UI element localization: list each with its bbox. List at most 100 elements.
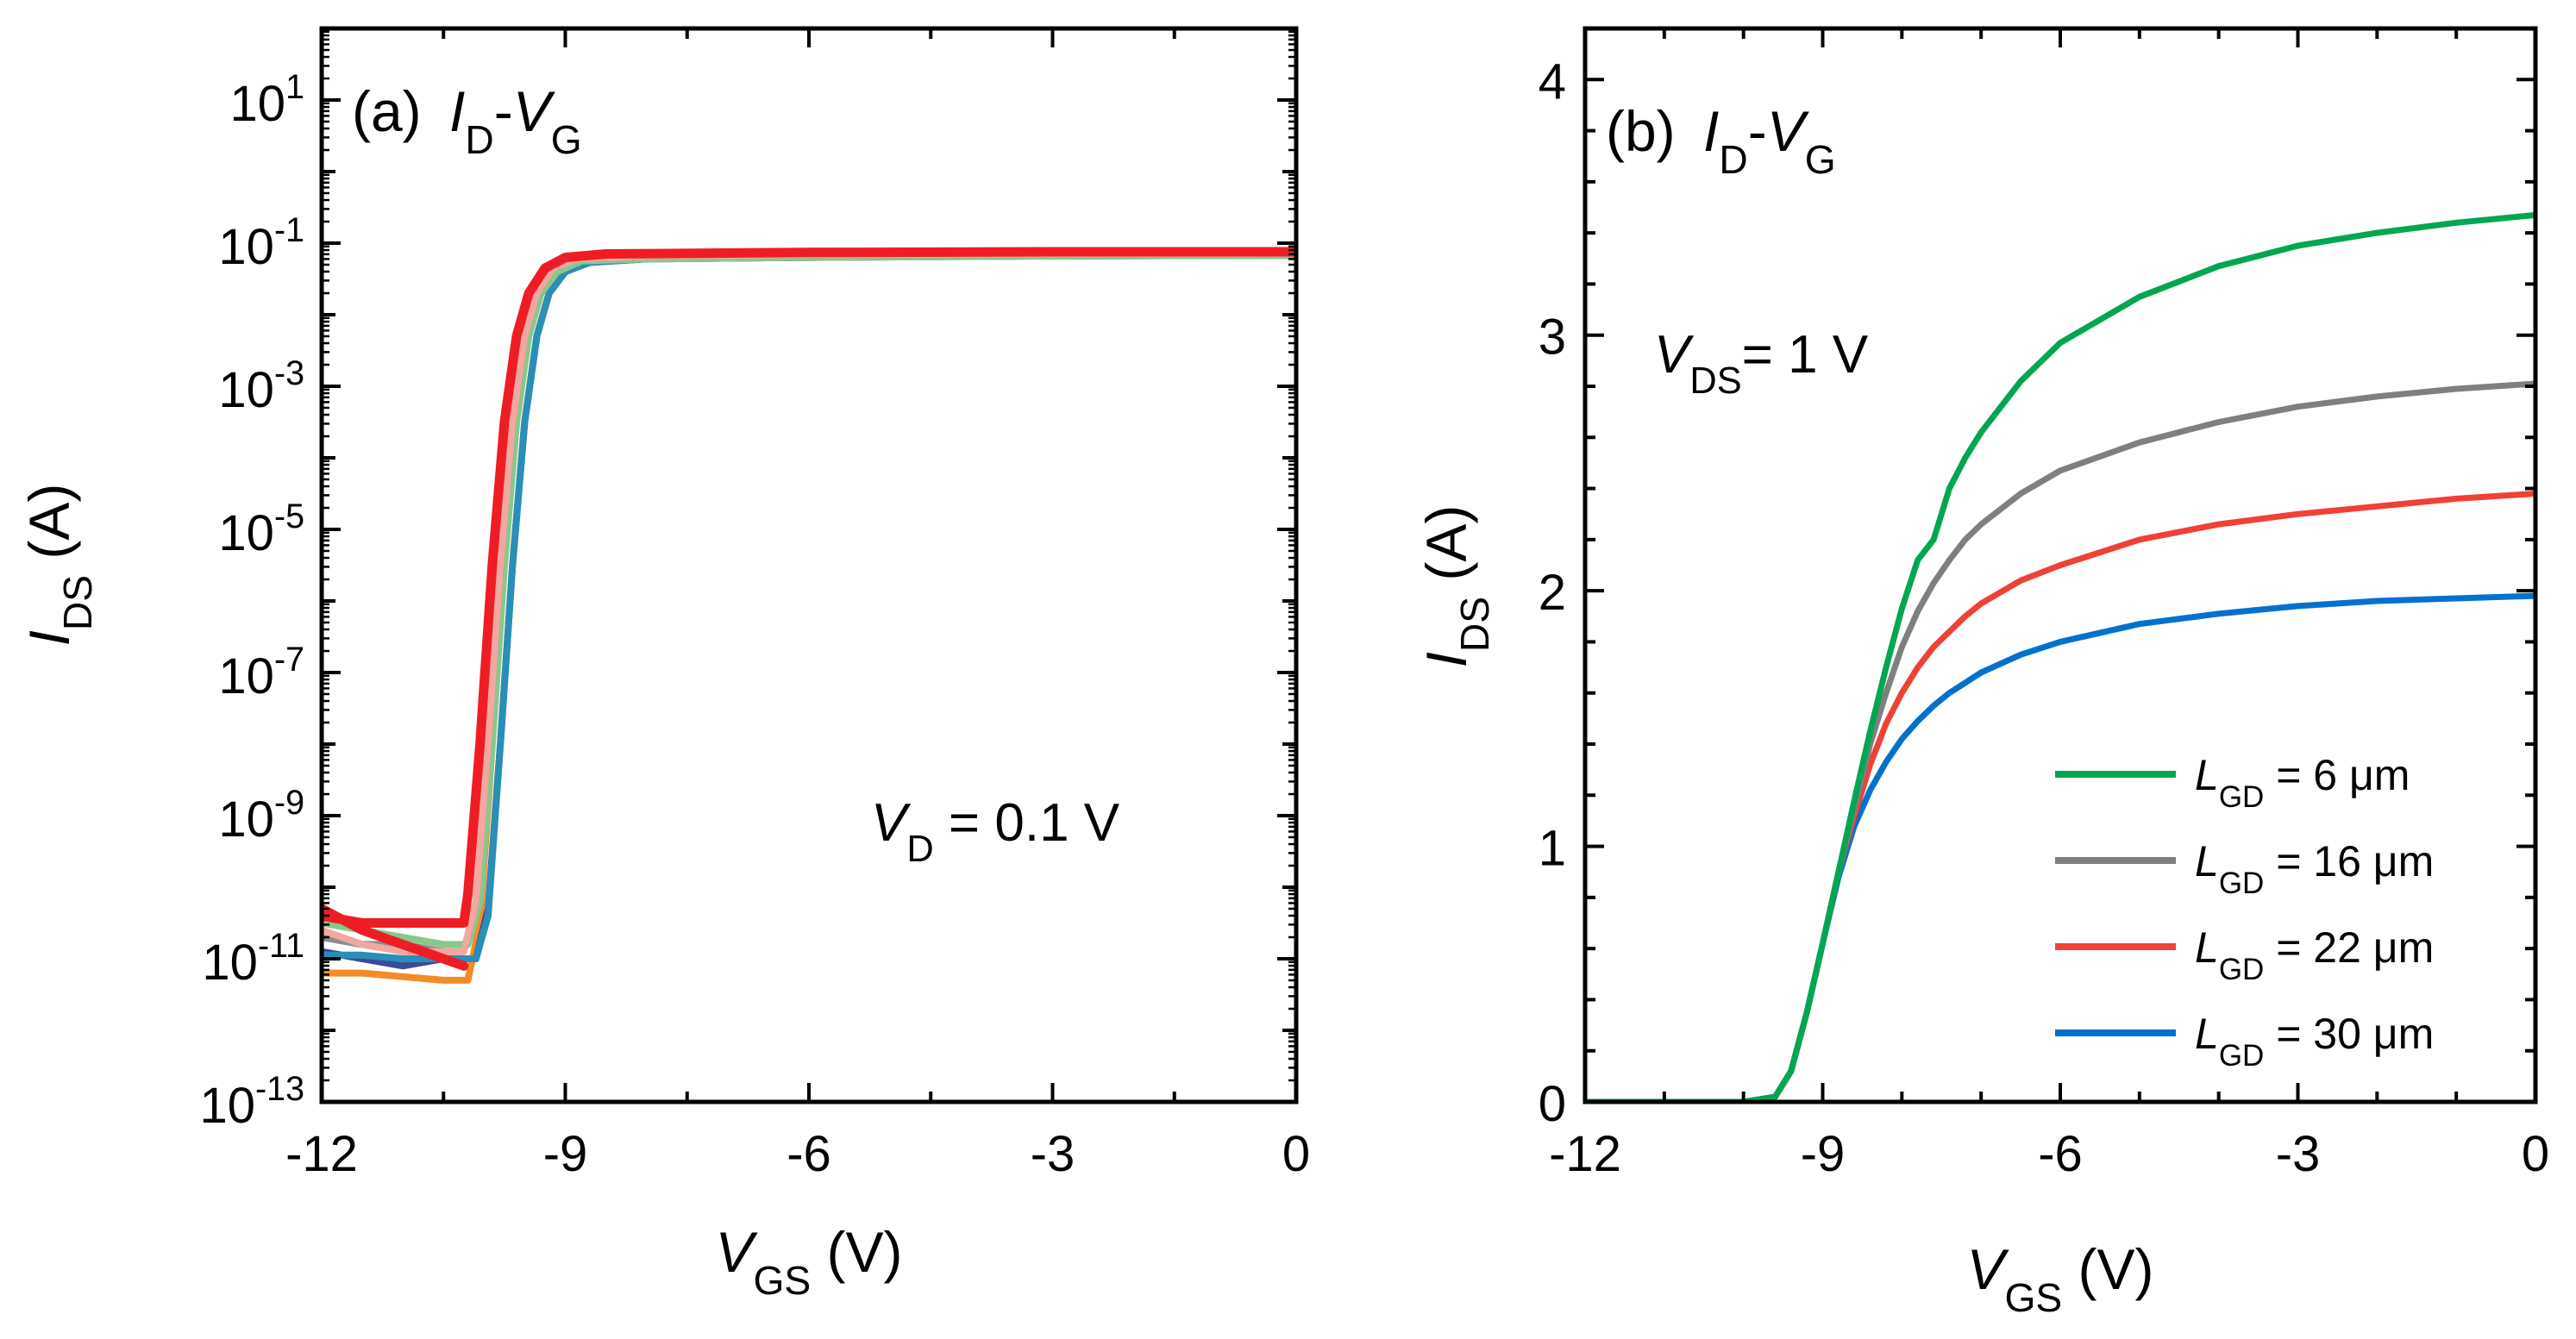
panel-a-annotation-var: V — [871, 793, 912, 853]
panel-a-ylabel-unit: (A) — [17, 484, 81, 575]
panel-a-title-dash: - — [494, 79, 513, 143]
panel-a-ytick-label: 10-11 — [202, 927, 304, 991]
panel-a-ylabel-sub: DS — [55, 575, 100, 630]
panel-a-ytick-exp: 1 — [285, 68, 304, 106]
panel-a-annotation-rest: = 0.1 V — [934, 793, 1120, 853]
panel-a-xtick-label: 0 — [1282, 1126, 1310, 1182]
panel-a-ytick-label: 10-9 — [218, 784, 304, 848]
panel-b-ylabel-unit: (A) — [1414, 505, 1478, 597]
panel-a: -12 -9 -6 -3 010-1310-1110-910-710-510-310-1… — [17, 26, 1311, 1303]
panel-a-ytick-label: 10-1 — [218, 211, 304, 275]
panel-b-xtick-label: -6 — [2038, 1126, 2083, 1182]
panel-b-legend-sub: GD — [2219, 953, 2265, 986]
panel-b-ytick-label: 4 — [1539, 53, 1566, 109]
panel-a-ytick-exp: -13 — [255, 1070, 304, 1108]
panel-a-xlabel-sub: GS — [753, 1258, 811, 1303]
panel-a-xtick-label: -12 — [285, 1126, 358, 1182]
panel-b-annotation-sub: DS — [1689, 360, 1741, 402]
panel-b-ytick-label: 3 — [1539, 310, 1566, 366]
panel-b-legend-rest: = 16 μm — [2264, 837, 2434, 885]
panel-b-title: (b) ID-VG — [1606, 99, 1836, 182]
panel-a-ytick-exp: -5 — [274, 497, 304, 535]
panel-b-legend-sub: GD — [2219, 867, 2265, 900]
panel-a-ylabel: IDS (A) — [17, 484, 100, 647]
panel-b-legend-sub: GD — [2219, 780, 2265, 814]
panel-a-series-red — [322, 247, 1296, 928]
panel-b-tick-labels: -12 -9 -6 -3 0 0 1 2 3 4 — [1539, 53, 2549, 1182]
panel-a-ytick-base: 10 — [200, 1078, 256, 1134]
panel-a-ytick-base: 10 — [202, 935, 258, 991]
panel-b-legend-rest: = 30 μm — [2264, 1010, 2434, 1058]
panel-a-annotation-sub: D — [906, 829, 933, 870]
panel-b-legend-label: LGD = 16 μm — [2195, 837, 2434, 900]
panel-a-xlabel-unit: (V) — [811, 1220, 902, 1284]
panel-a-ytick-label: 101 — [230, 68, 304, 132]
panel-b-legend-var: L — [2195, 751, 2219, 799]
panel-a-xtick-label: -9 — [543, 1126, 588, 1182]
panel-a-ytick-base: 10 — [218, 505, 274, 561]
panel-a-title-g: G — [551, 117, 582, 162]
panel-a-ytick-label: 10-5 — [218, 497, 304, 561]
panel-b-annotation-var: V — [1654, 325, 1695, 385]
panel-a-ytick-exp: -1 — [274, 211, 304, 249]
panel-b-title-g: G — [1805, 137, 1836, 182]
panel-a-xtick-label: -6 — [787, 1126, 831, 1182]
panel-a-xlabel-var: V — [715, 1220, 758, 1284]
panel-b-legend-var: L — [2195, 1010, 2219, 1058]
panel-b-legend-rest: = 22 μm — [2264, 923, 2434, 972]
panel-b-ylabel: IDS (A) — [1414, 505, 1497, 668]
panel-b-ylabel-sub: DS — [1452, 597, 1497, 652]
panel-a-ticks — [320, 27, 1298, 1104]
panel-a-ytick-base: 10 — [230, 76, 286, 132]
panel-b-xtick-label: 0 — [2522, 1126, 2549, 1182]
panel-a-annotation: VD = 0.1 V — [871, 793, 1120, 870]
panel-a-ytick-exp: -9 — [274, 784, 304, 822]
panel-a-ytick-base: 10 — [218, 792, 274, 848]
panel-a-ylabel-var: I — [17, 630, 81, 646]
panel-b-title-v: V — [1767, 99, 1810, 163]
panel-a-xtick-label: -3 — [1031, 1126, 1075, 1182]
panel-a-title-i: I — [449, 79, 465, 143]
panel-b-ytick-label: 1 — [1539, 821, 1566, 877]
panel-b-xlabel-sub: GS — [2004, 1275, 2062, 1320]
panel-a-xlabel: VGS (V) — [715, 1220, 902, 1303]
panel-b-xtick-label: -9 — [1801, 1126, 1846, 1182]
panel-b-ylabel-var: I — [1414, 652, 1478, 667]
panel-a-ytick-label: 10-7 — [218, 641, 304, 704]
panel-a-ytick-base: 10 — [218, 219, 274, 275]
panel-b-letter: (b) — [1606, 99, 1676, 163]
panel-a-letter: (a) — [352, 79, 422, 143]
panel-b-series-0 — [1585, 211, 2535, 1102]
panel-a-title-v: V — [513, 79, 556, 143]
panel-a-title: (a) ID-VG — [352, 79, 582, 162]
panel-b-series-1 — [1585, 380, 2535, 1102]
panel-b-xlabel-var: V — [1966, 1237, 2009, 1301]
panel-a-ytick-label: 10-3 — [218, 354, 304, 418]
panel-b-title-d: D — [1719, 137, 1747, 182]
panel-b-legend-var: L — [2195, 923, 2219, 972]
panel-b-legend-rest: = 6 μm — [2264, 751, 2410, 799]
panel-a-ytick-base: 10 — [218, 648, 274, 704]
panel-b-xtick-label: -3 — [2276, 1126, 2321, 1182]
panel-b-annotation: VDS= 1 V — [1654, 325, 1869, 402]
panel-b-series-group — [1585, 211, 2535, 1102]
panel-b-legend-label: LGD = 30 μm — [2195, 1010, 2434, 1073]
panel-a-series-group — [322, 247, 1296, 984]
panel-a-title-d: D — [465, 117, 493, 162]
panel-b-title-dash: - — [1748, 99, 1767, 163]
panel-b-xlabel-unit: (V) — [2062, 1237, 2153, 1301]
panel-a-ytick-exp: -11 — [258, 927, 304, 965]
panel-b-legend-label: LGD = 6 μm — [2195, 751, 2410, 814]
panel-b-annotation-rest: = 1 V — [1742, 325, 1869, 385]
panel-a-ytick-label: 10-13 — [200, 1070, 305, 1134]
panel-b-legend-var: L — [2195, 837, 2219, 885]
panel-b-legend-sub: GD — [2219, 1039, 2265, 1073]
panel-b-ytick-label: 0 — [1539, 1076, 1566, 1132]
panel-a-series-red-off-branch — [322, 904, 469, 971]
panel-b-legend-label: LGD = 22 μm — [2195, 923, 2434, 986]
panel-b-ticks — [1583, 27, 2537, 1104]
panel-a-tick-labels: -12 -9 -6 -3 010-1310-1110-910-710-510-310-1… — [200, 68, 1311, 1182]
panel-a-ytick-base: 10 — [218, 362, 274, 418]
